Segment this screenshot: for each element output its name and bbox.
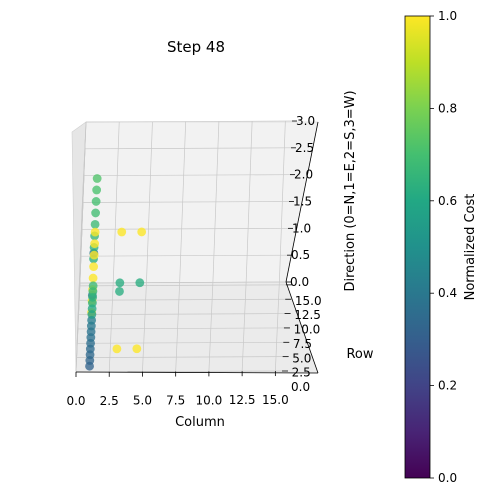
colorbar-gradient [404,15,431,479]
y-tick-label: 0.0 [291,380,310,394]
axes-3d: 0.0 2.5 5.0 7.5 10.0 12.5 15.0 0.02.55.07.510.… [66,114,321,408]
colorbar-tick-label: 1.0 [438,9,457,23]
z-tick-label: 1.5 [293,195,312,209]
x-ticks: 0.0 2.5 5.0 7.5 10.0 12.5 15.0 [66,371,289,408]
z-axis-label: Direction (0=N,1=E,2=S,3=W) [343,90,358,291]
colorbar-label: Normalized Cost [463,194,478,301]
chart-title: Step 48 [167,38,225,56]
scatter-point [91,197,101,206]
colorbar-tick-label: 0.0 [438,471,457,485]
y-tick-label: 7.5 [293,337,312,351]
y-axis-line [285,281,319,374]
scatter-point [117,227,127,237]
z-tick-label: 1.0 [292,221,311,235]
y-ticks: 0.02.55.07.510.012.515.0 [282,284,322,394]
z-tick-label: 2.5 [295,141,314,155]
x-grid-line [175,282,181,372]
scatter-point [137,227,147,237]
x-axis-label: Column [175,415,225,430]
z-tick-label: 3.0 [296,114,315,128]
colorbar-tick-label: 0.8 [438,101,457,115]
y-tick-label: 5.0 [292,351,311,365]
x-tick-label: 10.0 [196,393,223,407]
scatter-point [90,227,100,237]
x-tick-label: 7.5 [166,394,185,408]
y-grid-line [79,298,286,301]
scatter-point [89,262,99,271]
colorbar-ticks: 0.0 0.2 0.4 0.6 0.8 1.0 [430,9,457,485]
scatter-points [85,174,147,371]
grid-lines [75,120,293,373]
x-tick-label: 0.0 [66,394,85,408]
y-tick-label: 12.5 [294,308,321,322]
y-grid-line [78,313,285,315]
x-tick-label: 2.5 [100,394,119,408]
colorbar-tick-label: 0.6 [438,194,457,208]
z-grid-line [83,174,291,177]
scatter-point [115,278,125,288]
x-tick-label: 5.0 [133,394,152,408]
z-grid-line [79,281,287,284]
z-grid-line [82,201,290,203]
y-axis-label: Row [346,347,373,362]
y-grid-line [76,356,283,358]
scatter-point [132,344,142,354]
scatter-point [115,287,124,296]
x-grid-line [208,282,214,372]
scatter-point [90,220,100,229]
colorbar-tick-label: 0.2 [438,379,457,393]
z-grid-line [81,121,87,212]
x-grid-line [142,282,147,372]
y-grid-line [77,327,284,330]
z-tick-label: 0.0 [290,275,309,289]
scatter-point [91,208,101,218]
z-grid-line [80,254,288,257]
scatter-point [92,174,102,183]
scatter-point [88,273,98,283]
colorbar-tick-label: 0.4 [438,286,457,300]
scatter-point [112,344,122,354]
scatter-point [88,281,98,291]
z-grid-line [85,120,293,123]
colorbar: 0.0 0.2 0.4 0.6 0.8 1.0 Normalized Cost [404,9,478,485]
y-tick-label: 2.5 [292,366,311,380]
scatter-point [135,278,145,288]
y-grid-line [77,341,284,344]
z-ticks: 0.0 0.5 1.0 1.5 2.0 2.5 3.0 [286,114,315,289]
z-grid-line [81,227,289,230]
scatter-point [89,250,99,260]
scatter-point [92,185,102,195]
z-tick-label: 0.5 [291,248,310,262]
y-grid-line [79,284,286,287]
x-grid-line [108,282,114,372]
x-tick-label: 12.5 [229,393,256,407]
x-grid-line [241,282,247,372]
x-grid-line [275,282,280,372]
z-grid-line [84,147,292,150]
scatter-point [90,239,100,249]
x-tick-label: 15.0 [262,393,289,407]
y-tick-label: 15.0 [295,294,322,308]
z-tick-label: 2.0 [294,168,313,182]
x-axis-line [75,371,319,374]
y-tick-label: 10.0 [294,323,321,337]
